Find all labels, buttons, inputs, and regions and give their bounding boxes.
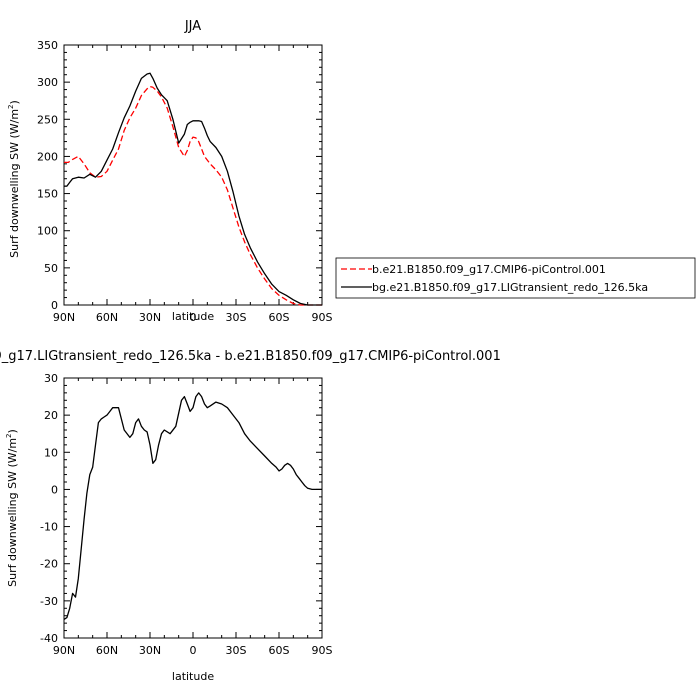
top-ylabel-close: ) (8, 100, 21, 104)
x-tick-label-1-5: 60S (269, 644, 290, 657)
bottom-chart-xlabel: latitude (172, 670, 214, 683)
top-chart-ylabel: Surf downwelling SW (W/m2) (7, 100, 21, 258)
legend-box (335, 257, 696, 299)
legend: b.e21.B1850.f09_g17.CMIP6-piControl.001 … (335, 257, 696, 299)
bottom-chart-ylabel: Surf downwelling SW (W/m2) (5, 429, 19, 587)
x-tick-label-0-5: 60S (269, 311, 290, 324)
plot-frame-1 (63, 377, 323, 639)
x-tick-label-1-0: 90N (53, 644, 75, 657)
y-tick-label-0-3: 150 (37, 188, 58, 201)
x-tick-label-1-6: 90S (312, 644, 333, 657)
y-tick-label-1-1: -30 (40, 595, 58, 608)
legend-label-0: b.e21.B1850.f09_g17.CMIP6-piControl.001 (372, 263, 606, 276)
x-tick-label-0-3: 0 (190, 311, 197, 324)
x-tick-label-1-4: 30S (226, 644, 247, 657)
bottom-ylabel-close: ) (6, 429, 19, 433)
y-tick-label-1-2: -20 (40, 558, 58, 571)
y-tick-label-0-7: 350 (37, 39, 58, 52)
y-tick-label-1-6: 20 (44, 409, 58, 422)
top-chart-series (64, 72, 322, 306)
x-tick-label-0-1: 60N (96, 311, 118, 324)
x-tick-label-0-6: 90S (312, 311, 333, 324)
bottom-chart-title: bg.e21.B1850.f09_g17.LIGtransient_redo_1… (0, 349, 501, 364)
bottom-ylabel-main: Surf downwelling SW (W/m (6, 438, 19, 587)
y-tick-label-1-7: 30 (44, 372, 58, 385)
x-tick-label-0-4: 30S (226, 311, 247, 324)
x-tick-label-1-2: 30N (139, 644, 161, 657)
legend-label-1: bg.e21.B1850.f09_g17.LIGtransient_redo_1… (372, 281, 648, 294)
top-chart-frame: 90N 60N 30N 0 30S 60S 90S 0 50 100 150 200 250 300 350 (37, 39, 333, 324)
bottom-ylabel-sup: 2 (5, 433, 13, 437)
y-tick-label-0-6: 300 (37, 76, 58, 89)
y-tick-label-0-2: 100 (37, 225, 58, 238)
y-tick-label-1-0: -40 (40, 632, 58, 645)
x-tick-label-1-1: 60N (96, 644, 118, 657)
top-chart-xlabel: latitude (172, 310, 214, 323)
y-tick-label-1-3: -10 (40, 521, 58, 534)
series-line-1-0 (63, 392, 322, 620)
series-line-0-1 (64, 72, 322, 306)
series-line-0-0 (64, 85, 322, 306)
x-tick-label-0-0: 90N (53, 311, 75, 324)
top-ylabel-main: Surf downwelling SW (W/m (8, 109, 21, 258)
top-ylabel-sup: 2 (7, 104, 15, 108)
plot-frame-0 (63, 44, 323, 306)
y-tick-label-1-4: 0 (51, 483, 58, 496)
top-chart: JJA 90N 60N 30N 0 30S 60S 90S 0 50 100 150 200 250 30… (7, 19, 333, 324)
top-chart-title: JJA (184, 19, 201, 34)
y-tick-label-0-4: 200 (37, 150, 58, 163)
x-tick-label-0-2: 30N (139, 311, 161, 324)
y-tick-label-0-1: 50 (44, 262, 58, 275)
y-tick-label-0-5: 250 (37, 113, 58, 126)
bottom-chart-series (63, 392, 322, 620)
y-tick-label-0-0: 0 (51, 299, 58, 312)
x-tick-label-1-3: 0 (190, 644, 197, 657)
y-tick-label-1-5: 10 (44, 446, 58, 459)
bottom-chart: bg.e21.B1850.f09_g17.LIGtransient_redo_1… (0, 349, 501, 683)
bottom-chart-frame: 90N 60N 30N 0 30S 60S 90S -40 -30 -20 -10 0 10 20 30 (40, 372, 332, 657)
